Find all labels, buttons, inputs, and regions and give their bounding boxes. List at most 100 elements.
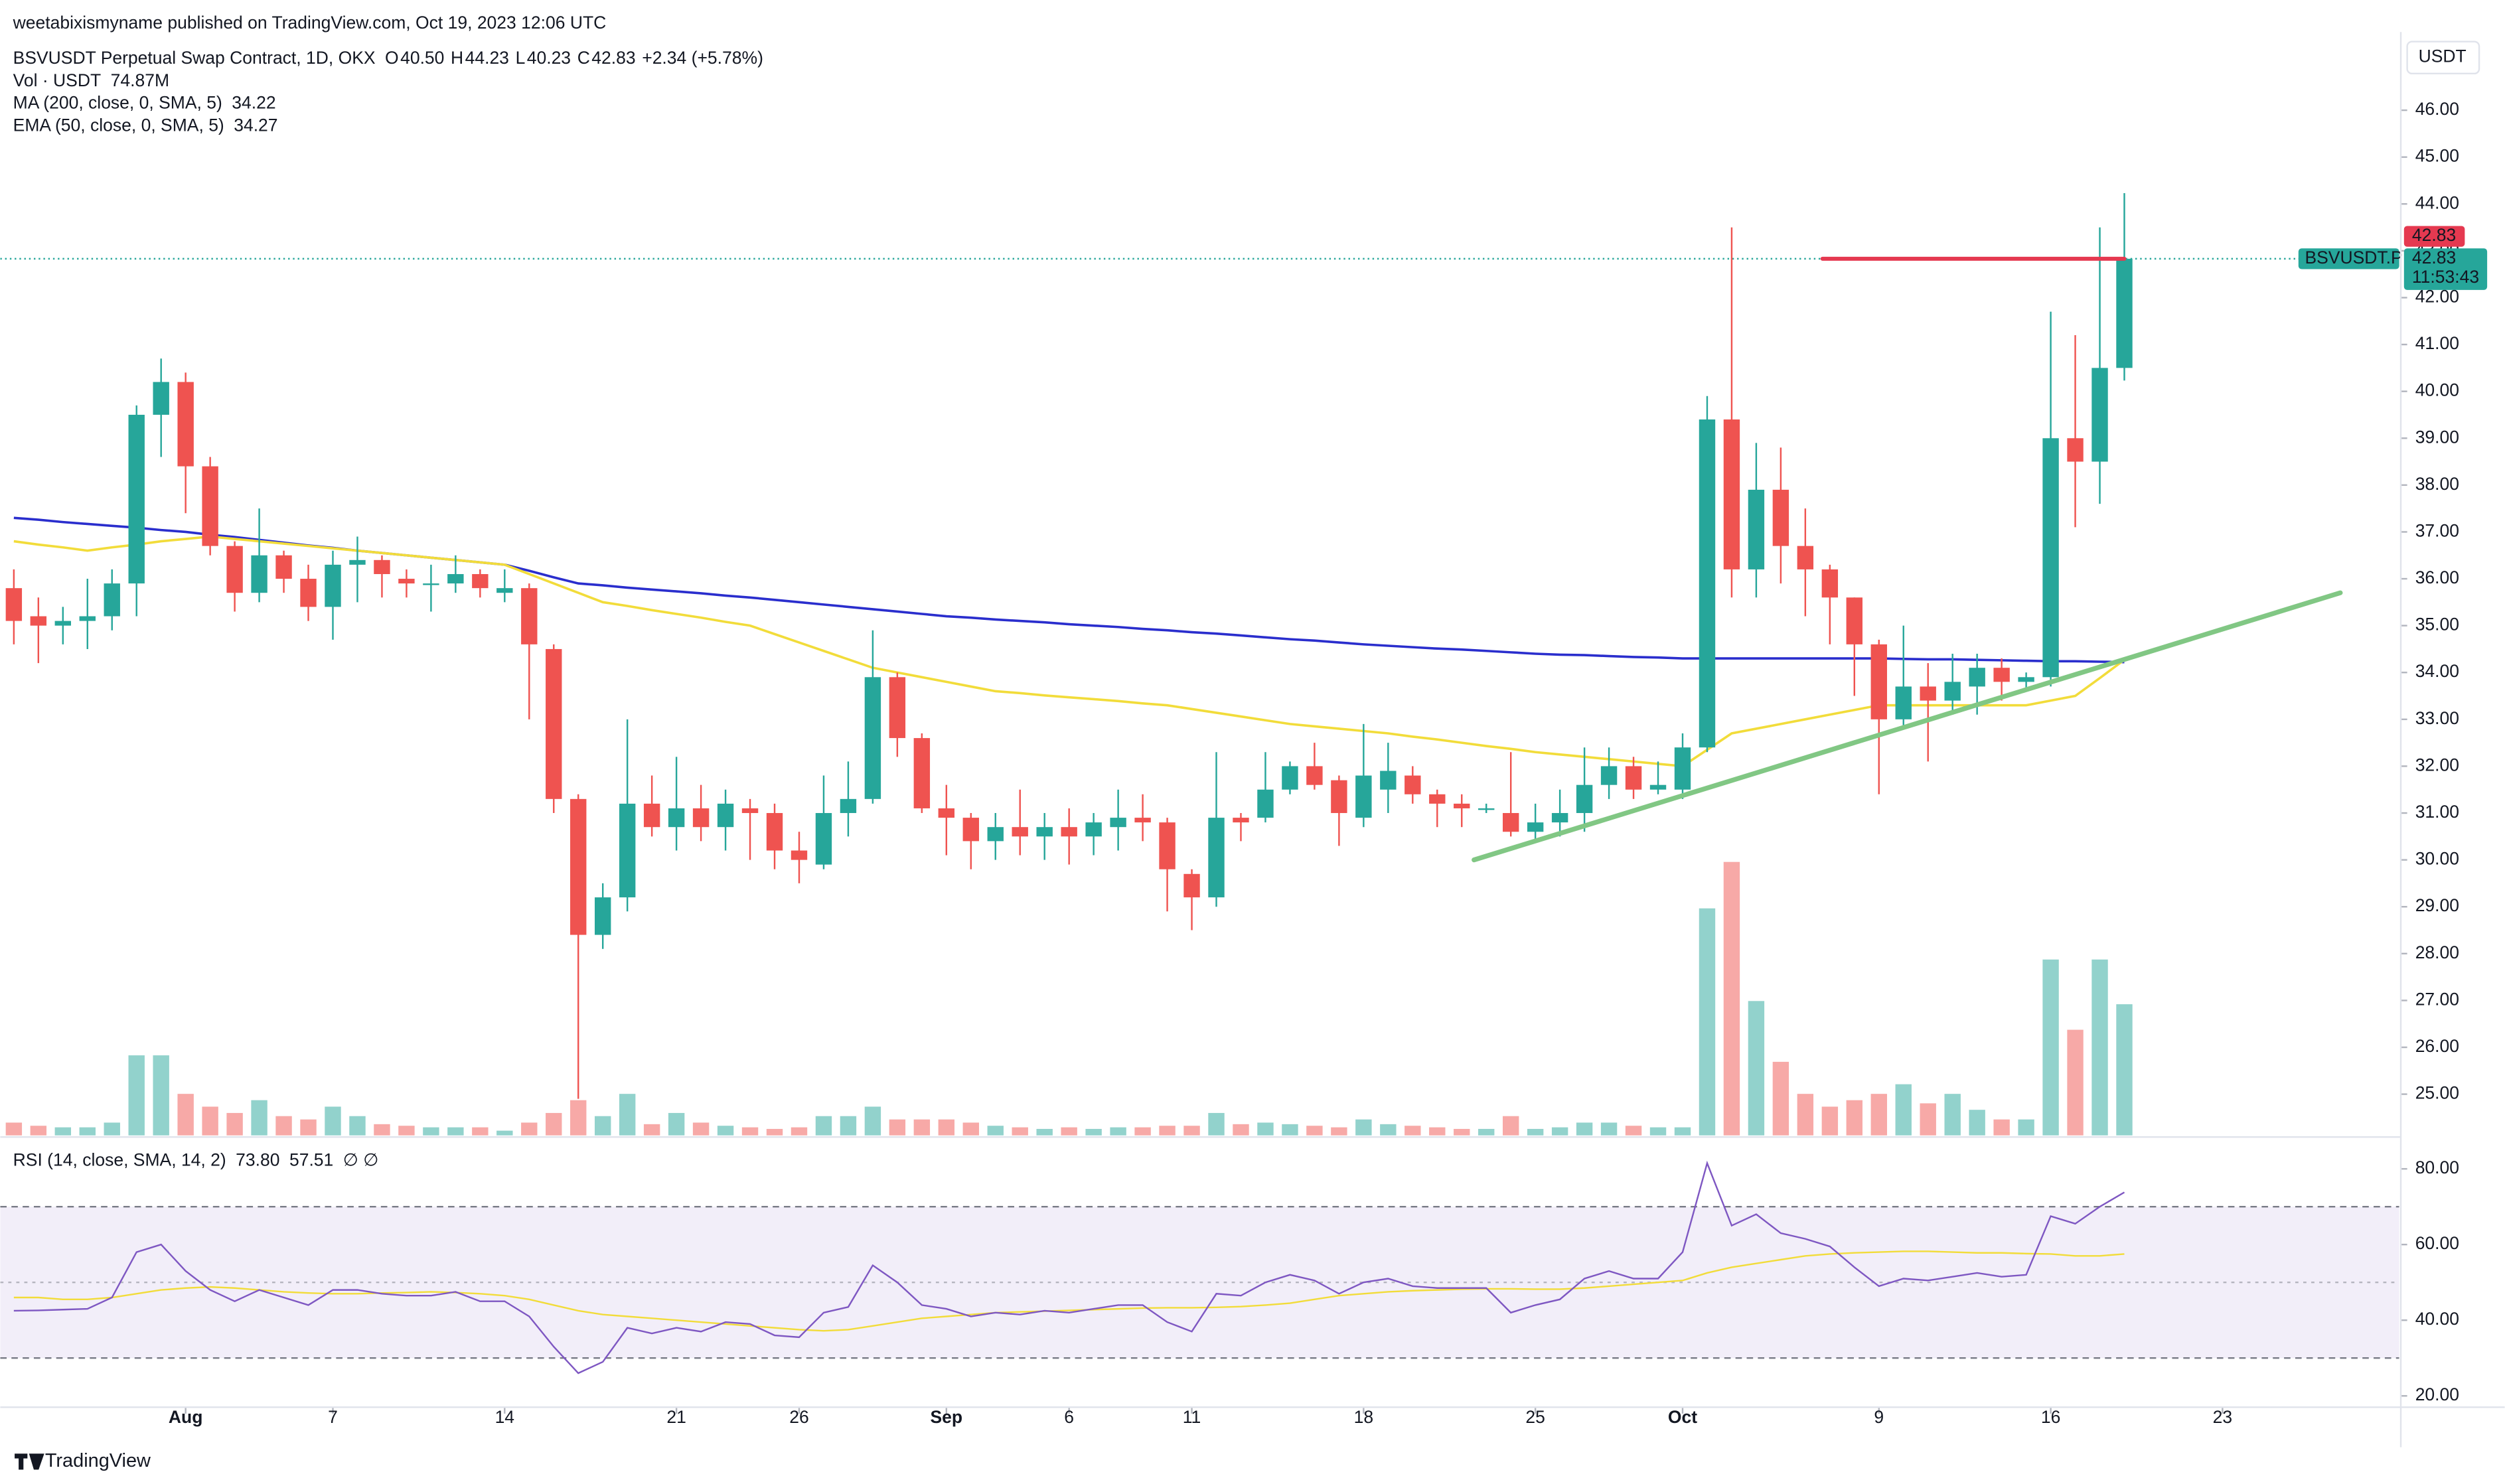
candle-body bbox=[815, 813, 832, 865]
volume-bar bbox=[1969, 1110, 1985, 1136]
x-tick-label: 18 bbox=[1354, 1407, 1373, 1427]
candle-body bbox=[1625, 766, 1642, 790]
candle-body bbox=[226, 546, 243, 593]
candle-body bbox=[546, 648, 562, 799]
y-tick-label: 33.00 bbox=[2415, 708, 2459, 728]
volume-bar bbox=[2116, 1004, 2133, 1136]
candle-body bbox=[349, 559, 366, 565]
volume-bar bbox=[791, 1127, 808, 1136]
rsi-y-tick-label: 80.00 bbox=[2415, 1157, 2459, 1177]
volume-bar bbox=[594, 1116, 611, 1136]
candle-body bbox=[1036, 827, 1053, 837]
candle-body bbox=[1527, 822, 1544, 832]
volume-bar bbox=[766, 1128, 783, 1136]
candle-body bbox=[202, 466, 218, 546]
y-tick-label: 28.00 bbox=[2415, 942, 2459, 962]
volume-bar bbox=[177, 1094, 194, 1136]
candle-body bbox=[962, 818, 979, 842]
y-tick-label: 44.00 bbox=[2415, 192, 2459, 212]
candle-body bbox=[1821, 569, 1839, 598]
overlay: 25.00 26.00 27.00 28.00 29.00 30.00 31.00 32.00… bbox=[13, 48, 2488, 1427]
volume-bar bbox=[1134, 1127, 1151, 1136]
x-tick-label: 11 bbox=[1183, 1407, 1201, 1427]
volume-bar bbox=[1404, 1126, 1421, 1136]
volume-bar bbox=[54, 1127, 72, 1136]
y-tick-label: 46.00 bbox=[2415, 99, 2459, 119]
volume-bar bbox=[1895, 1084, 1912, 1136]
candle-body bbox=[153, 382, 169, 415]
last-price-label: 42.83 bbox=[2412, 248, 2456, 267]
x-tick-label: 9 bbox=[1874, 1407, 1884, 1427]
candle-body bbox=[1282, 766, 1298, 790]
rsi-line bbox=[13, 1250, 2125, 1332]
rsi-y-tick-label: 40.00 bbox=[2415, 1309, 2459, 1329]
candle-body bbox=[1208, 818, 1225, 898]
last-price-tag bbox=[2403, 248, 2488, 290]
legend-text: +2.34 (+5.78%) bbox=[642, 48, 763, 68]
candle-body bbox=[2067, 438, 2084, 462]
candle-body bbox=[1355, 775, 1372, 818]
brand: TradingView bbox=[45, 1450, 151, 1471]
volume-bar bbox=[1920, 1103, 1936, 1136]
y-tick-label: 38.00 bbox=[2415, 474, 2459, 494]
volume-bar bbox=[496, 1130, 513, 1136]
volume-bar bbox=[1821, 1106, 1839, 1136]
volume-bar bbox=[1649, 1127, 1667, 1136]
candle-body bbox=[472, 573, 489, 589]
volume-bar bbox=[447, 1127, 464, 1136]
y-tick-label: 45.00 bbox=[2415, 146, 2459, 166]
legend-text: ∅ ∅ bbox=[343, 1150, 379, 1169]
candle-body bbox=[570, 798, 587, 935]
candle-body bbox=[889, 677, 906, 739]
volume-bar bbox=[1846, 1100, 1863, 1136]
volume-bar bbox=[840, 1116, 857, 1136]
volume-bar bbox=[472, 1127, 489, 1136]
candle-body bbox=[594, 897, 611, 935]
volume-bar bbox=[570, 1100, 587, 1136]
candle-body bbox=[1551, 813, 1568, 823]
candle-body bbox=[1134, 818, 1151, 823]
volume-bar bbox=[1061, 1127, 1077, 1136]
volume-bar bbox=[1036, 1128, 1053, 1136]
x-tick-label: 21 bbox=[666, 1407, 686, 1427]
currency-button[interactable] bbox=[2406, 40, 2480, 75]
candle-body bbox=[1061, 827, 1077, 837]
candle-body bbox=[1233, 818, 1249, 823]
volume-bar bbox=[619, 1094, 636, 1136]
legend-text: O bbox=[385, 48, 399, 68]
drawing-price-label: 42.83 bbox=[2412, 225, 2456, 245]
symbol-tag-label: BSVUSDT.P bbox=[2305, 248, 2402, 267]
volume-bar bbox=[889, 1119, 906, 1136]
volume-bar bbox=[1282, 1124, 1298, 1136]
legend-text: 44.23 bbox=[465, 48, 509, 68]
publisher: weetabixismyname published on TradingVie… bbox=[13, 13, 607, 33]
volume-bar bbox=[226, 1112, 243, 1136]
candle-body bbox=[643, 803, 660, 828]
volume-bar bbox=[202, 1106, 218, 1136]
trendline-drawing bbox=[1472, 590, 2343, 863]
volume-bar bbox=[1478, 1128, 1495, 1136]
volume-bar bbox=[1454, 1128, 1470, 1136]
plot-area bbox=[0, 193, 2399, 1374]
candle-body bbox=[2018, 677, 2034, 682]
volume-bar bbox=[79, 1127, 96, 1136]
currency[interactable]: USDT bbox=[2419, 46, 2467, 66]
volume-bar bbox=[5, 1122, 23, 1136]
y-tick-label: 32.00 bbox=[2415, 755, 2459, 775]
volume-bar bbox=[1085, 1128, 1102, 1136]
volume-bar bbox=[717, 1126, 734, 1136]
candle-body bbox=[1797, 546, 1814, 569]
candle-body bbox=[5, 588, 23, 621]
candle-body bbox=[1159, 822, 1176, 869]
volume-bar bbox=[1551, 1127, 1568, 1136]
candle-body bbox=[1183, 873, 1200, 898]
candle-body bbox=[692, 808, 710, 828]
legend-text: Vol · USDT bbox=[13, 70, 102, 90]
x-tick-label: 23 bbox=[2213, 1407, 2232, 1427]
drawing-price-tag bbox=[2403, 226, 2465, 247]
volume-bar bbox=[423, 1127, 439, 1136]
candle-body bbox=[1993, 668, 2010, 682]
legend-text: RSI (14, close, SMA, 14, 2) bbox=[13, 1150, 226, 1169]
volume-bar bbox=[1699, 908, 1716, 1136]
